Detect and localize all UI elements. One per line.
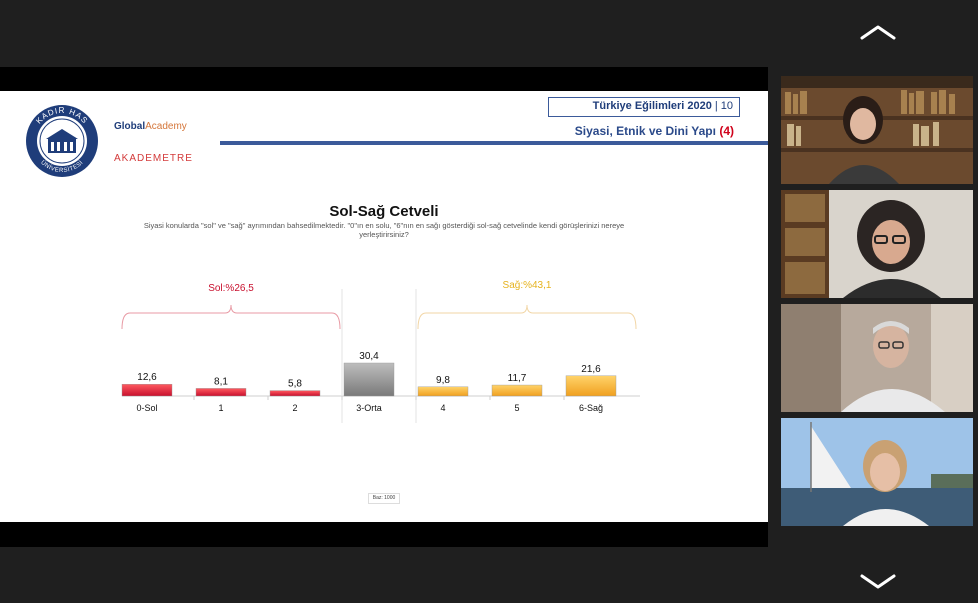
header-divider xyxy=(220,141,768,145)
bar-value-label: 30,4 xyxy=(359,351,379,362)
x-category-label: 5 xyxy=(514,403,519,413)
khas-logo-year: 1997 xyxy=(56,133,67,139)
bar-0-sol xyxy=(121,383,173,397)
slide-section-number: (4) xyxy=(719,124,734,138)
slide-header-separator: | xyxy=(714,100,718,112)
ga-logo-global: Global xyxy=(114,121,146,132)
group-brace xyxy=(121,304,341,330)
bar-2 xyxy=(269,390,321,397)
slide-question-text: Siyasi konularda "sol" ve "sağ" ayrımınd… xyxy=(143,221,625,239)
participant-1-video-frame xyxy=(781,76,973,184)
participant-4-video-frame xyxy=(781,418,973,526)
group-brace xyxy=(417,304,637,330)
bar-value-label: 21,6 xyxy=(581,364,601,375)
global-academy-logo: GlobalAcademy xyxy=(114,121,187,132)
bar-4 xyxy=(417,386,469,397)
bar-value-label: 11,7 xyxy=(508,373,527,384)
bar-3-orta xyxy=(343,362,395,397)
slide-header-box: Türkiye Eğilimleri 2020 | 10 xyxy=(548,97,740,117)
bar-value-label: 12,6 xyxy=(137,372,157,383)
left-right-scale-bar-chart: 12,6 0-Sol 8,1 1 5,8 2 30,4 3-Orta 9,8 4 11,7 5 21,6… xyxy=(121,280,640,423)
bar-6-sağ xyxy=(565,375,617,397)
x-category-label: 2 xyxy=(292,403,297,413)
bar-value-label: 5,8 xyxy=(288,379,302,390)
bar-value-label: 9,8 xyxy=(436,375,450,386)
x-category-label: 1 xyxy=(218,403,223,413)
shared-screen: KADIR HAS ÜNİVERSİTESİ 1997 GlobalAcadem… xyxy=(0,67,768,547)
scroll-up-chevron-icon[interactable] xyxy=(858,22,898,42)
participant-video-1[interactable] xyxy=(781,76,973,184)
ga-logo-academy: Academy xyxy=(145,121,187,132)
x-category-label: 4 xyxy=(440,403,445,413)
slide-page-number: 10 xyxy=(720,100,733,112)
participant-video-4[interactable] xyxy=(781,418,973,526)
bar-value-label: 8,1 xyxy=(214,376,228,387)
x-category-label: 6-Sağ xyxy=(579,403,603,413)
x-category-label: 0-Sol xyxy=(136,403,157,413)
akademetre-logo: AKADEMETRE xyxy=(114,153,193,164)
slide-title: Sol-Sağ Cetveli xyxy=(329,203,439,220)
participant-video-3[interactable] xyxy=(781,304,973,412)
scroll-down-chevron-icon[interactable] xyxy=(858,572,898,592)
sample-size-label: Baz: 1000 xyxy=(368,493,400,504)
participant-video-2[interactable] xyxy=(781,190,973,298)
kadir-has-university-logo: KADIR HAS ÜNİVERSİTESİ 1997 xyxy=(26,105,98,177)
bar-1 xyxy=(195,388,247,397)
group-label: Sol:%26,5 xyxy=(208,283,254,294)
participant-2-video-frame xyxy=(781,190,973,298)
slide-report-title: Türkiye Eğilimleri 2020 xyxy=(592,100,712,112)
slide-section-title: Siyasi, Etnik ve Dini Yapı xyxy=(574,124,716,138)
group-label: Sağ:%43,1 xyxy=(503,280,552,291)
slide-header-title-line: Türkiye Eğilimleri 2020 | 10 xyxy=(593,100,733,112)
bar-5 xyxy=(491,384,543,397)
presentation-slide: KADIR HAS ÜNİVERSİTESİ 1997 GlobalAcadem… xyxy=(0,91,768,522)
x-category-label: 3-Orta xyxy=(356,403,382,413)
participant-3-video-frame xyxy=(781,304,973,412)
slide-section-line: Siyasi, Etnik ve Dini Yapı (4) xyxy=(575,124,734,138)
